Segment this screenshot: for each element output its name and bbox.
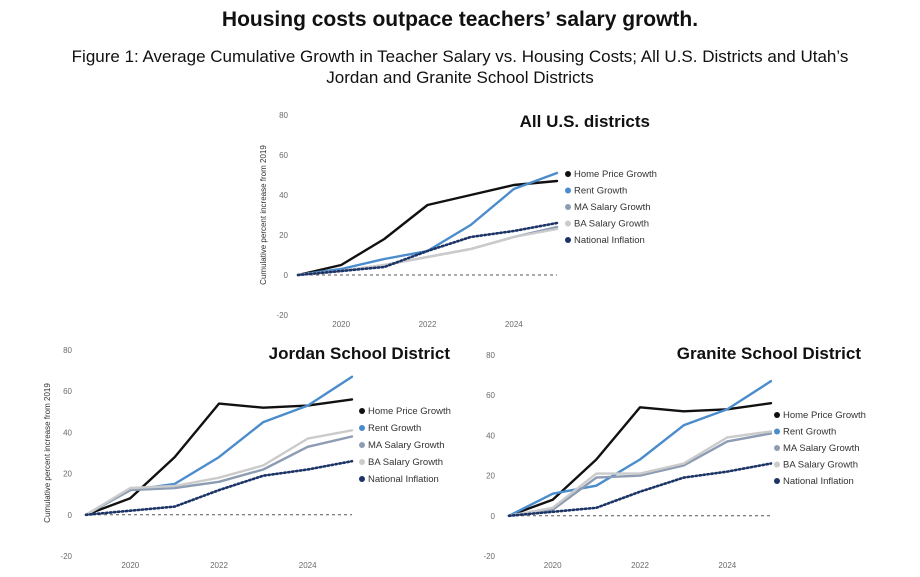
series-line-national-inflation xyxy=(84,459,354,517)
legend-marker-home-price-growth xyxy=(359,408,365,414)
y-tick-label: 80 xyxy=(486,351,495,360)
chart-all-us-districts: -20 0 20 40 60 80 2020 2022 2024 Cumulative perce… xyxy=(259,111,657,329)
y-axis-label: Cumulative percent increase from 2019 xyxy=(259,145,268,285)
y-tick-label: 20 xyxy=(63,470,72,479)
series-line-rent-growth xyxy=(296,171,559,277)
series-line-ba-salary-growth xyxy=(507,430,773,518)
panel-title: Granite School District xyxy=(677,344,862,363)
legend-label: National Inflation xyxy=(368,474,439,485)
legend-label: MA Salary Growth xyxy=(574,202,651,213)
legend-label: Home Price Growth xyxy=(574,169,657,180)
y-tick-label: 80 xyxy=(63,346,72,355)
y-tick-label: 60 xyxy=(63,387,72,396)
legend-marker-national-inflation xyxy=(359,476,365,482)
x-tick-label: 2022 xyxy=(419,320,437,329)
y-tick-label: -20 xyxy=(60,552,72,561)
legend-marker-ma-salary-growth xyxy=(565,204,571,210)
legend-marker-rent-growth xyxy=(565,187,571,194)
legend-marker-rent-growth xyxy=(359,425,365,431)
y-tick-label: 80 xyxy=(279,111,288,120)
legend-marker-ba-salary-growth xyxy=(565,220,571,227)
legend-label: BA Salary Growth xyxy=(783,460,858,471)
legend-label: Rent Growth xyxy=(574,186,627,197)
x-tick-label: 2022 xyxy=(210,561,228,570)
series-line-home-price-growth xyxy=(296,179,559,277)
y-tick-label: 0 xyxy=(491,512,496,521)
legend-marker-home-price-growth xyxy=(565,171,571,177)
x-tick-label: 2020 xyxy=(332,320,350,329)
series-line-ma-salary-growth xyxy=(84,435,354,517)
y-tick-label: -20 xyxy=(483,552,495,561)
y-axis-label: Cumulative percent increase from 2019 xyxy=(43,383,52,523)
legend-marker-national-inflation xyxy=(565,237,571,243)
legend-marker-ma-salary-growth xyxy=(359,442,365,448)
legend-marker-ba-salary-growth xyxy=(359,459,365,465)
y-tick-label: 20 xyxy=(486,472,495,481)
legend-marker-ba-salary-growth xyxy=(774,461,780,468)
x-tick-label: 2020 xyxy=(544,561,562,570)
legend-label: National Inflation xyxy=(783,476,854,487)
legend-marker-home-price-growth xyxy=(774,412,780,418)
chart-granite-school-district: -20 0 20 40 60 80 2020 2022 2024 Granite School D… xyxy=(483,344,866,570)
legend-marker-national-inflation xyxy=(774,478,780,484)
legend-label: MA Salary Growth xyxy=(783,443,860,454)
x-tick-label: 2024 xyxy=(718,561,736,570)
y-tick-label: 60 xyxy=(279,151,288,160)
series-line-ma-salary-growth xyxy=(507,432,773,518)
panel-title: All U.S. districts xyxy=(520,112,650,131)
legend-marker-rent-growth xyxy=(774,428,780,435)
series-line-rent-growth xyxy=(507,379,773,518)
y-tick-label: 40 xyxy=(486,431,495,440)
y-tick-label: 60 xyxy=(486,391,495,400)
series-line-national-inflation xyxy=(507,462,773,518)
y-tick-label: 0 xyxy=(284,271,289,280)
y-tick-label: -20 xyxy=(276,311,288,320)
y-tick-label: 40 xyxy=(63,428,72,437)
legend-label: BA Salary Growth xyxy=(368,457,443,468)
page-title: Housing costs outpace teachers’ salary g… xyxy=(221,8,699,31)
legend-label: MA Salary Growth xyxy=(368,440,445,451)
y-tick-label: 40 xyxy=(279,191,288,200)
legend-label: Rent Growth xyxy=(783,427,836,438)
x-tick-label: 2024 xyxy=(505,320,523,329)
legend-label: Home Price Growth xyxy=(368,406,451,417)
legend-label: Home Price Growth xyxy=(783,410,866,421)
chart-jordan-school-district: -20 0 20 40 60 80 2020 2022 2024 Cumulative perce… xyxy=(43,344,451,570)
series-line-national-inflation xyxy=(296,221,559,277)
x-tick-label: 2022 xyxy=(631,561,649,570)
series-line-ba-salary-growth xyxy=(84,429,354,517)
panel-title: Jordan School District xyxy=(269,344,451,363)
legend-label: National Inflation xyxy=(574,235,645,246)
y-tick-label: 0 xyxy=(68,511,73,520)
figure-caption: Figure 1: Average Cumulative Growth in T… xyxy=(71,47,849,87)
legend-label: Rent Growth xyxy=(368,423,421,434)
legend-marker-ma-salary-growth xyxy=(774,445,780,451)
y-tick-label: 20 xyxy=(279,231,288,240)
legend-label: BA Salary Growth xyxy=(574,219,649,230)
x-tick-label: 2024 xyxy=(299,561,317,570)
x-tick-label: 2020 xyxy=(121,561,139,570)
